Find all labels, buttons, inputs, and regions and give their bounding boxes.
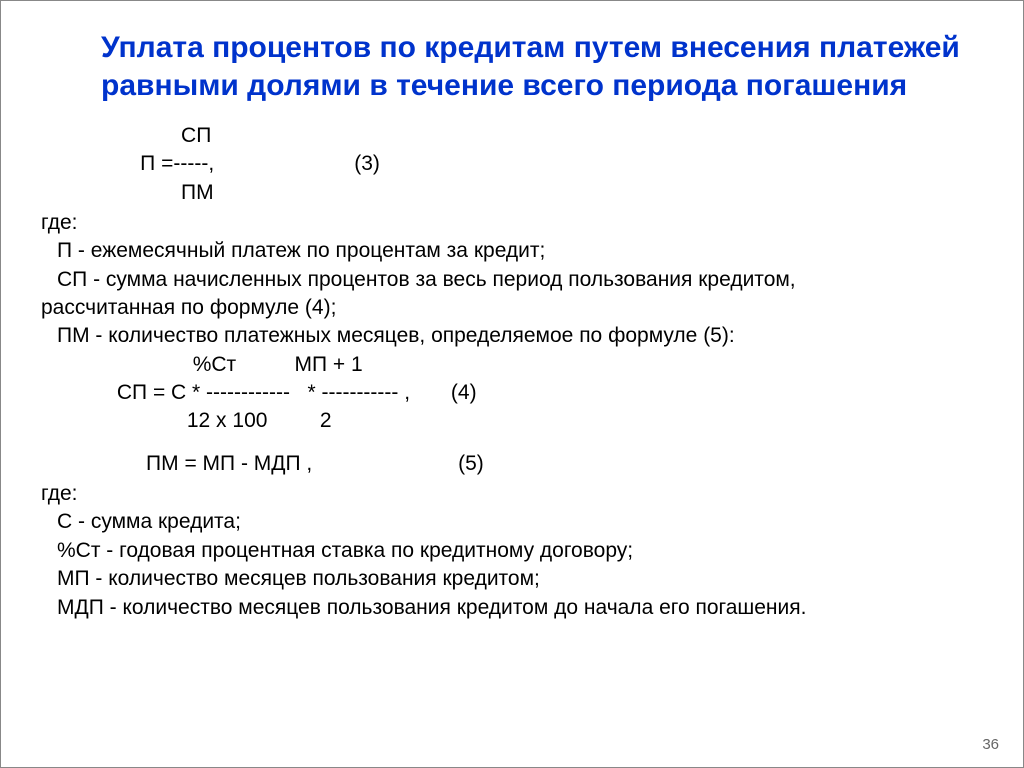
definition-pm: ПМ - количество платежных месяцев, опред… <box>41 322 983 350</box>
slide-content: СП П =-----, (3) ПМ где: П - ежемесячный… <box>41 122 983 622</box>
definition-p: П - ежемесячный платеж по процентам за к… <box>41 237 983 265</box>
where-label-1: где: <box>41 209 983 237</box>
definition-sp-line2: рассчитанная по формуле (4); <box>41 294 983 322</box>
formula-4-denominator: 12 х 100 2 <box>41 407 983 435</box>
formula-3-main: П =-----, (3) <box>41 150 983 178</box>
page-number: 36 <box>982 736 999 753</box>
definition-mp: МП - количество месяцев пользования кред… <box>41 565 983 593</box>
formula-3-denominator: ПМ <box>41 179 983 207</box>
slide-title: Уплата процентов по кредитам путем внесе… <box>41 29 983 104</box>
formula-5: ПМ = МП - МДП , (5) <box>41 450 983 478</box>
definition-c: С - сумма кредита; <box>41 508 983 536</box>
formula-3-numerator: СП <box>41 122 983 150</box>
formula-4-numerator: %Ст МП + 1 <box>41 351 983 379</box>
definition-mdp: МДП - количество месяцев пользования кре… <box>41 594 983 622</box>
formula-4-main: СП = С * ------------ * ----------- , (4… <box>41 379 983 407</box>
definition-sp-line1: СП - сумма начисленных процентов за весь… <box>41 266 983 294</box>
where-label-2: где: <box>41 480 983 508</box>
definition-st: %Ст - годовая процентная ставка по креди… <box>41 537 983 565</box>
